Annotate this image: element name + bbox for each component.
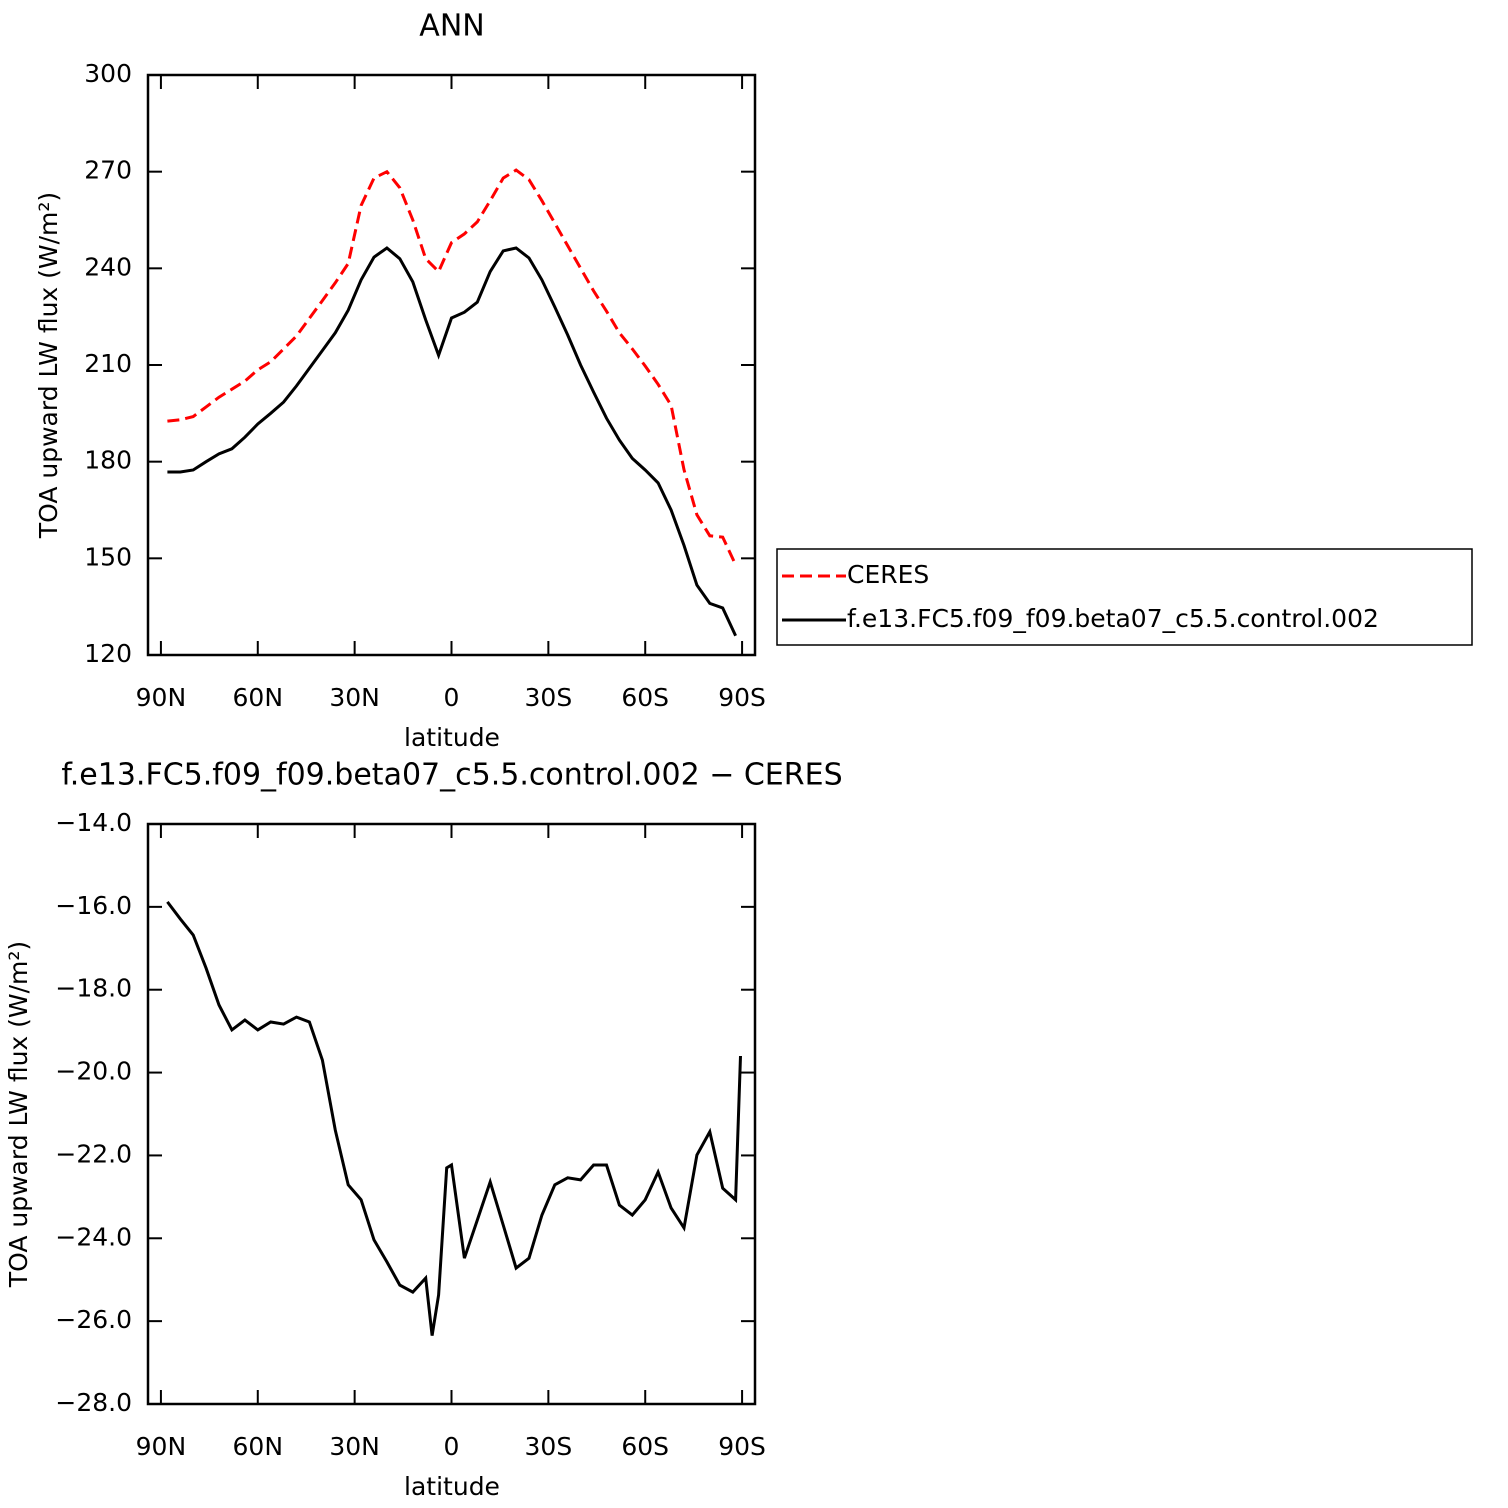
y-tick-label: 180: [84, 446, 132, 475]
y-tick-label: 120: [84, 639, 132, 668]
x-tick-label: 30N: [329, 1432, 380, 1461]
y-tick-label: −28.0: [55, 1388, 132, 1417]
legend-label: f.e13.FC5.f09_f09.beta07_c5.5.control.00…: [847, 604, 1379, 633]
y-tick-label: −14.0: [55, 808, 132, 837]
y-tick-label: −18.0: [55, 974, 132, 1003]
plot-frame: [146, 73, 757, 657]
x-tick-label: 90N: [136, 1432, 187, 1461]
legend-label: CERES: [847, 560, 929, 589]
x-tick-label: 60S: [621, 683, 669, 712]
y-tick-label: −26.0: [55, 1305, 132, 1334]
x-tick-label: 60N: [233, 683, 284, 712]
x-axis-label: latitude: [404, 723, 500, 752]
x-tick-label: 60S: [621, 1432, 669, 1461]
x-tick-label: 0: [444, 1432, 460, 1461]
x-tick-label: 30S: [525, 1432, 573, 1461]
y-axis-label: TOA upward LW flux (W/m²): [34, 192, 63, 539]
x-tick-label: 90S: [718, 683, 766, 712]
y-tick-label: 210: [84, 349, 132, 378]
data-line: [167, 246, 737, 637]
x-tick-label: 30N: [329, 683, 380, 712]
y-tick-label: −22.0: [55, 1139, 132, 1168]
x-tick-label: 60N: [233, 1432, 284, 1461]
legend-box: [776, 548, 1473, 646]
y-axis-label: TOA upward LW flux (W/m²): [4, 941, 33, 1288]
y-tick-label: 240: [84, 252, 132, 281]
x-tick-label: 90S: [718, 1432, 766, 1461]
y-tick-label: 270: [84, 156, 132, 185]
plot-frame: [146, 822, 757, 1406]
y-tick-label: 150: [84, 542, 132, 571]
y-tick-label: −20.0: [55, 1057, 132, 1086]
y-tick-label: −24.0: [55, 1222, 132, 1251]
data-line: [166, 900, 742, 1336]
data-line: [167, 168, 737, 566]
chart-title: f.e13.FC5.f09_f09.beta07_c5.5.control.00…: [61, 758, 842, 793]
y-tick-label: 300: [84, 59, 132, 88]
x-axis-label: latitude: [404, 1472, 500, 1501]
x-tick-label: 0: [444, 683, 460, 712]
x-tick-label: 30S: [525, 683, 573, 712]
x-tick-label: 90N: [136, 683, 187, 712]
chart-title: ANN: [419, 9, 484, 44]
y-tick-label: −16.0: [55, 891, 132, 920]
